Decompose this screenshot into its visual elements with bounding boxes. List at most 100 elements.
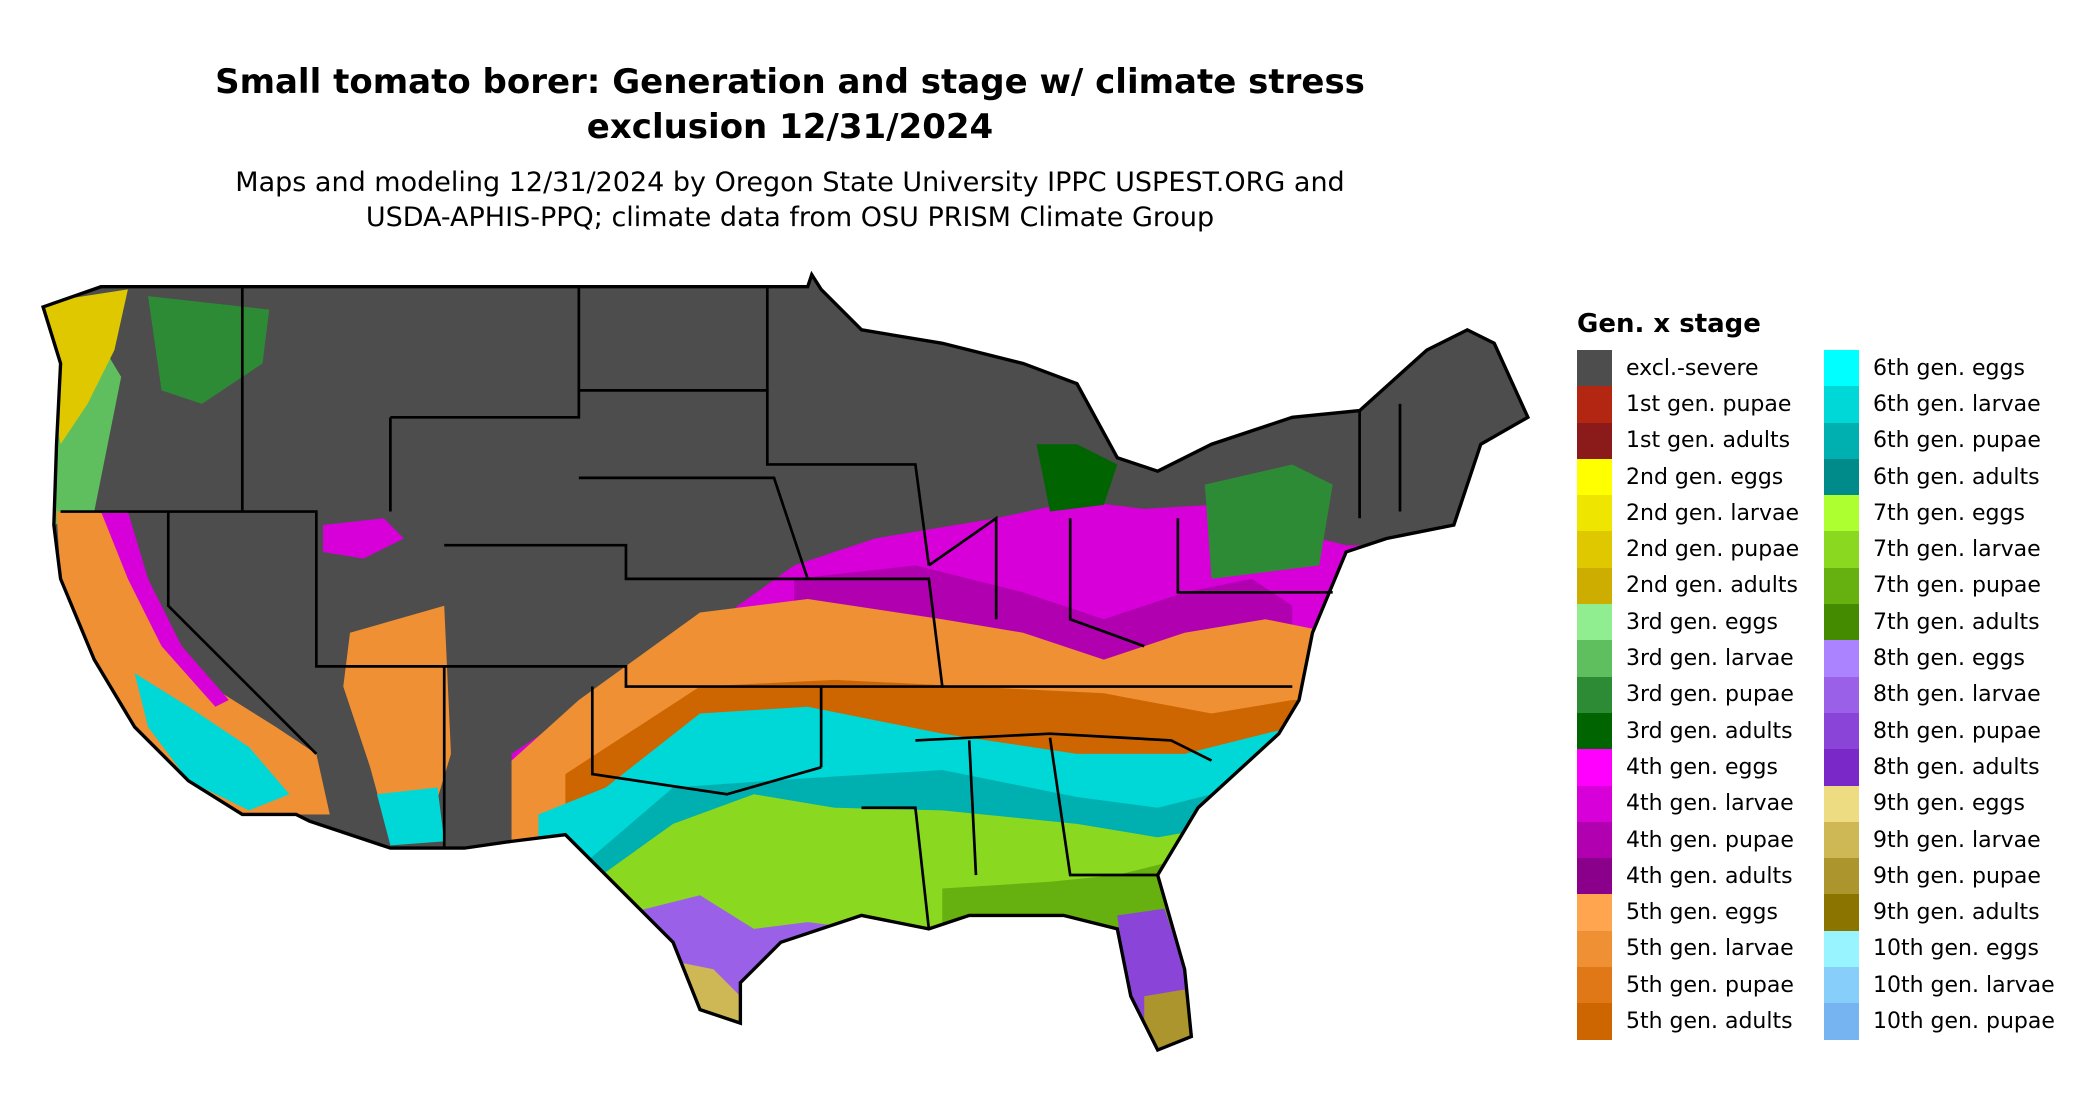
legend-swatch (1824, 531, 1859, 568)
legend-label: 10th gen. eggs (1873, 936, 2039, 962)
legend-swatch (1577, 495, 1612, 532)
legend-label: 6th gen. pupae (1873, 428, 2041, 454)
legend-label: 10th gen. larvae (1873, 972, 2055, 998)
legend-label: 2nd gen. larvae (1626, 500, 1800, 526)
state-borders (60, 286, 1402, 930)
legend-label: 7th gen. pupae (1873, 573, 2041, 599)
legend-swatch (1824, 858, 1859, 895)
legend-label: 3rd gen. adults (1626, 718, 1793, 744)
region-idaho-green (148, 296, 270, 404)
legend-item: 1st gen. adults (1577, 422, 1799, 459)
legend-swatch (1577, 640, 1612, 677)
legend-item: 6th gen. pupae (1824, 422, 2055, 459)
legend-item: 1st gen. pupae (1577, 386, 1799, 423)
map-title-line2: exclusion 12/31/2024 (586, 107, 994, 147)
legend-label: 2nd gen. eggs (1626, 464, 1784, 490)
region-southwest-cyan (376, 787, 445, 846)
legend-swatch (1824, 567, 1859, 605)
map-title-line1: Small tomato borer: Generation and stage… (215, 62, 1365, 102)
legend-item: 7th gen. eggs (1824, 495, 2055, 532)
region-7th-gen-pupae (942, 861, 1528, 1051)
legend-swatch (1577, 567, 1612, 605)
legend-item: 10th gen. eggs (1824, 930, 2055, 968)
legend-swatch (1824, 967, 1859, 1004)
legend-label: 1st gen. pupae (1626, 391, 1792, 417)
legend-label: 4th gen. eggs (1626, 754, 1778, 780)
legend-item: 8th gen. eggs (1824, 640, 2055, 677)
legend-item: 7th gen. larvae (1824, 531, 2055, 568)
legend-item: 3rd gen. larvae (1577, 640, 1799, 677)
legend-swatch (1824, 821, 1859, 859)
legend-item: 8th gen. pupae (1824, 712, 2055, 750)
legend-label: 4th gen. larvae (1626, 791, 1794, 817)
region-nevada-magenta (100, 511, 229, 707)
legend-label: 5th gen. larvae (1626, 936, 1794, 962)
legend-swatch (1824, 350, 1859, 387)
legend-swatch (1577, 785, 1612, 822)
region-southwest-orange (343, 605, 451, 842)
legend-label: 1st gen. adults (1626, 428, 1791, 454)
legend-swatch (1577, 458, 1612, 496)
legend-label: 8th gen. adults (1873, 754, 2040, 780)
map-title: Small tomato borer: Generation and stage… (60, 60, 1520, 150)
legend-label: 2nd gen. adults (1626, 573, 1798, 599)
legend-swatch (1577, 967, 1612, 1004)
legend-swatch (1824, 422, 1859, 459)
legend-label: excl.-severe (1626, 355, 1759, 381)
map-subtitle-line1: Maps and modeling 12/31/2024 by Oregon S… (235, 167, 1345, 198)
legend-label: 7th gen. adults (1873, 609, 2040, 635)
legend-label: 3rd gen. eggs (1626, 609, 1778, 635)
legend-label: 8th gen. larvae (1873, 682, 2041, 708)
region-michigan-green (1036, 444, 1118, 512)
legend-item: 2nd gen. adults (1577, 567, 1799, 605)
legend-item: 5th gen. adults (1577, 1003, 1799, 1040)
legend-swatch (1824, 386, 1859, 423)
legend-swatch (1824, 458, 1859, 496)
legend-label: 5th gen. eggs (1626, 900, 1778, 926)
legend-swatch (1577, 422, 1612, 459)
legend-label: 6th gen. adults (1873, 464, 2040, 490)
legend-item: 3rd gen. pupae (1577, 676, 1799, 713)
legend-swatch (1824, 894, 1859, 931)
legend-item: 9th gen. pupae (1824, 858, 2055, 895)
legend-label: 3rd gen. larvae (1626, 646, 1794, 672)
legend-swatch (1577, 894, 1612, 931)
region-northeast-green (1204, 464, 1333, 579)
legend-swatch (1577, 531, 1612, 568)
legend-label: 5th gen. pupae (1626, 972, 1794, 998)
legend-item: 5th gen. pupae (1577, 967, 1799, 1004)
legend-label: 6th gen. eggs (1873, 355, 2025, 381)
legend-item: 8th gen. larvae (1824, 676, 2055, 713)
legend-swatch (1577, 858, 1612, 895)
legend-label: 5th gen. adults (1626, 1008, 1793, 1034)
legend-label: 6th gen. larvae (1873, 391, 2041, 417)
legend-swatch (1577, 821, 1612, 859)
legend-swatch (1577, 676, 1612, 713)
legend-swatch (1824, 1003, 1859, 1040)
legend-item: 2nd gen. pupae (1577, 531, 1799, 568)
legend-item: 9th gen. adults (1824, 894, 2055, 931)
legend-swatch (1824, 640, 1859, 677)
legend-item: 4th gen. adults (1577, 858, 1799, 895)
legend-swatch (1577, 712, 1612, 750)
legend-item: 2nd gen. larvae (1577, 495, 1800, 532)
legend-swatch (1577, 386, 1612, 423)
legend-swatch (1824, 495, 1859, 532)
legend-swatch (1824, 749, 1859, 786)
legend-swatch (1577, 930, 1612, 968)
legend-item: 5th gen. eggs (1577, 894, 1799, 931)
legend-label: 10th gen. pupae (1873, 1008, 2055, 1034)
region-washington-yellow (43, 289, 128, 445)
legend-item: 9th gen. larvae (1824, 821, 2055, 859)
legend-item: 7th gen. pupae (1824, 567, 2055, 605)
legend-swatch (1577, 604, 1612, 641)
legend-label: 9th gen. pupae (1873, 863, 2041, 889)
legend-swatch (1577, 350, 1612, 387)
legend-item: 9th gen. eggs (1824, 785, 2055, 822)
legend-item: 6th gen. larvae (1824, 386, 2055, 423)
legend-title: Gen. x stage (1577, 309, 1761, 339)
legend-item: 8th gen. adults (1824, 749, 2055, 786)
legend-label: 4th gen. pupae (1626, 827, 1794, 853)
legend-label: 9th gen. larvae (1873, 827, 2041, 853)
legend-swatch (1824, 604, 1859, 641)
